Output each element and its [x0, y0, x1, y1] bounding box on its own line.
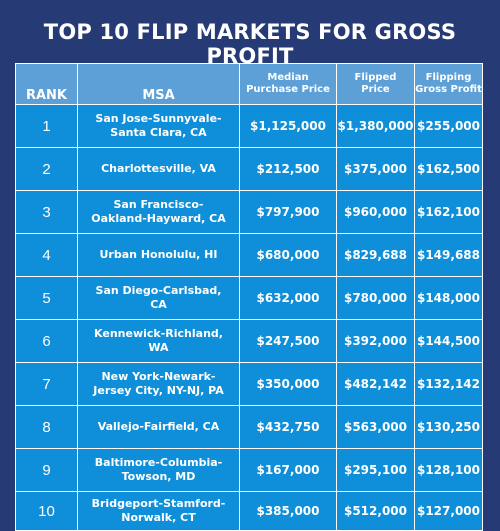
header-gross-line2: Gross Profit: [415, 84, 482, 95]
msa-cell: Baltimore-Columbia- Towson, MD: [77, 448, 240, 492]
gross-profit-cell: $144,500: [414, 319, 483, 363]
header-flipped-line2: Price: [361, 84, 390, 95]
flipped-price-cell: $829,688: [336, 233, 415, 277]
msa-line1: San Francisco-: [113, 198, 204, 211]
msa-cell: Bridgeport-Stamford- Norwalk, CT: [77, 491, 240, 531]
table-row: 2 Charlottesville, VA $212,500 $375,000 $162…: [15, 147, 483, 191]
msa-line1: San Jose-Sunnyvale-: [95, 112, 222, 125]
msa-line2: WA: [148, 341, 169, 354]
gross-profit-cell: $128,100: [414, 448, 483, 492]
median-purchase-price-cell: $797,900: [239, 190, 337, 234]
median-purchase-price-cell: $385,000: [239, 491, 337, 531]
rank-cell: 10: [15, 491, 78, 531]
header-rank: RANK: [15, 63, 78, 105]
gross-profit-cell: $162,100: [414, 190, 483, 234]
rank-cell: 4: [15, 233, 78, 277]
table-row: 4 Urban Honolulu, HI $680,000 $829,688 $149,…: [15, 233, 483, 277]
flipped-price-cell: $780,000: [336, 276, 415, 320]
rank-cell: 8: [15, 405, 78, 449]
rank-cell: 6: [15, 319, 78, 363]
median-purchase-price-cell: $432,750: [239, 405, 337, 449]
median-purchase-price-cell: $680,000: [239, 233, 337, 277]
flipped-price-cell: $563,000: [336, 405, 415, 449]
table-row: 10 Bridgeport-Stamford- Norwalk, CT $385,00…: [15, 491, 483, 531]
header-median-line2: Purchase Price: [246, 84, 330, 95]
rank-cell: 9: [15, 448, 78, 492]
msa-cell: San Jose-Sunnyvale- Santa Clara, CA: [77, 104, 240, 148]
gross-profit-cell: $255,000: [414, 104, 483, 148]
rank-cell: 7: [15, 362, 78, 406]
msa-line2: CA: [150, 298, 167, 311]
msa-line1: Urban Honolulu, HI: [99, 248, 218, 261]
msa-line1: Charlottesville, VA: [101, 162, 216, 175]
gross-profit-cell: $130,250: [414, 405, 483, 449]
table-row: 1 San Jose-Sunnyvale- Santa Clara, CA $1,12…: [15, 104, 483, 148]
msa-cell: Kennewick-Richland, WA: [77, 319, 240, 363]
msa-line1: Kennewick-Richland,: [94, 327, 223, 340]
rank-cell: 1: [15, 104, 78, 148]
msa-line2: Norwalk, CT: [121, 511, 196, 524]
gross-profit-cell: $149,688: [414, 233, 483, 277]
msa-line1: Bridgeport-Stamford-: [91, 497, 226, 510]
msa-line2: Santa Clara, CA: [110, 126, 207, 139]
msa-cell: Vallejo-Fairfield, CA: [77, 405, 240, 449]
table-row: 8 Vallejo-Fairfield, CA $432,750 $563,000 $1…: [15, 405, 483, 449]
msa-line1: Vallejo-Fairfield, CA: [97, 420, 220, 433]
table-row: 6 Kennewick-Richland, WA $247,500 $392,000 $1…: [15, 319, 483, 363]
rank-cell: 3: [15, 190, 78, 234]
msa-line1: Baltimore-Columbia-: [94, 456, 223, 469]
msa-line2: Oakland-Hayward, CA: [91, 212, 226, 225]
flipped-price-cell: $392,000: [336, 319, 415, 363]
gross-profit-cell: $127,000: [414, 491, 483, 531]
median-purchase-price-cell: $212,500: [239, 147, 337, 191]
table-body: 1 San Jose-Sunnyvale- Santa Clara, CA $1,12…: [15, 104, 483, 531]
flipped-price-cell: $482,142: [336, 362, 415, 406]
gross-profit-cell: $162,500: [414, 147, 483, 191]
msa-cell: Charlottesville, VA: [77, 147, 240, 191]
table-row: 3 San Francisco- Oakland-Hayward, CA $797,9…: [15, 190, 483, 234]
flipped-price-cell: $375,000: [336, 147, 415, 191]
header-msa: MSA: [77, 63, 240, 105]
msa-line1: New York-Newark-: [101, 370, 216, 383]
flipped-price-cell: $1,380,000: [336, 104, 415, 148]
rank-cell: 2: [15, 147, 78, 191]
rank-cell: 5: [15, 276, 78, 320]
msa-cell: New York-Newark- Jersey City, NY-NJ, PA: [77, 362, 240, 406]
table-row: 5 San Diego-Carlsbad, CA $632,000 $780,000 $1…: [15, 276, 483, 320]
msa-line2: Jersey City, NY-NJ, PA: [93, 384, 224, 397]
header-gross-line1: Flipping: [425, 72, 472, 83]
table-header: RANK MSA Median Purchase Price Flipped P…: [15, 63, 483, 105]
median-purchase-price-cell: $247,500: [239, 319, 337, 363]
header-gross-profit: Flipping Gross Profit: [414, 63, 483, 105]
msa-cell: San Diego-Carlsbad, CA: [77, 276, 240, 320]
msa-line2: Towson, MD: [121, 470, 196, 483]
msa-cell: Urban Honolulu, HI: [77, 233, 240, 277]
table-row: 7 New York-Newark- Jersey City, NY-NJ, PA $…: [15, 362, 483, 406]
msa-cell: San Francisco- Oakland-Hayward, CA: [77, 190, 240, 234]
msa-line1: San Diego-Carlsbad,: [95, 284, 222, 297]
header-row: RANK MSA Median Purchase Price Flipped P…: [15, 63, 483, 105]
page-title: TOP 10 FLIP MARKETS FOR GROSS PROFIT: [43, 20, 457, 68]
median-purchase-price-cell: $632,000: [239, 276, 337, 320]
header-flipped-line1: Flipped: [354, 72, 397, 83]
median-purchase-price-cell: $1,125,000: [239, 104, 337, 148]
header-median-purchase-price: Median Purchase Price: [239, 63, 337, 105]
flipped-price-cell: $512,000: [336, 491, 415, 531]
median-purchase-price-cell: $167,000: [239, 448, 337, 492]
gross-profit-cell: $132,142: [414, 362, 483, 406]
flipped-price-cell: $295,100: [336, 448, 415, 492]
table-row: 9 Baltimore-Columbia- Towson, MD $167,000 $2…: [15, 448, 483, 492]
header-median-line1: Median: [267, 72, 309, 83]
flipped-price-cell: $960,000: [336, 190, 415, 234]
header-flipped-price: Flipped Price: [336, 63, 415, 105]
median-purchase-price-cell: $350,000: [239, 362, 337, 406]
flip-markets-table: RANK MSA Median Purchase Price Flipped P…: [15, 63, 483, 531]
gross-profit-cell: $148,000: [414, 276, 483, 320]
